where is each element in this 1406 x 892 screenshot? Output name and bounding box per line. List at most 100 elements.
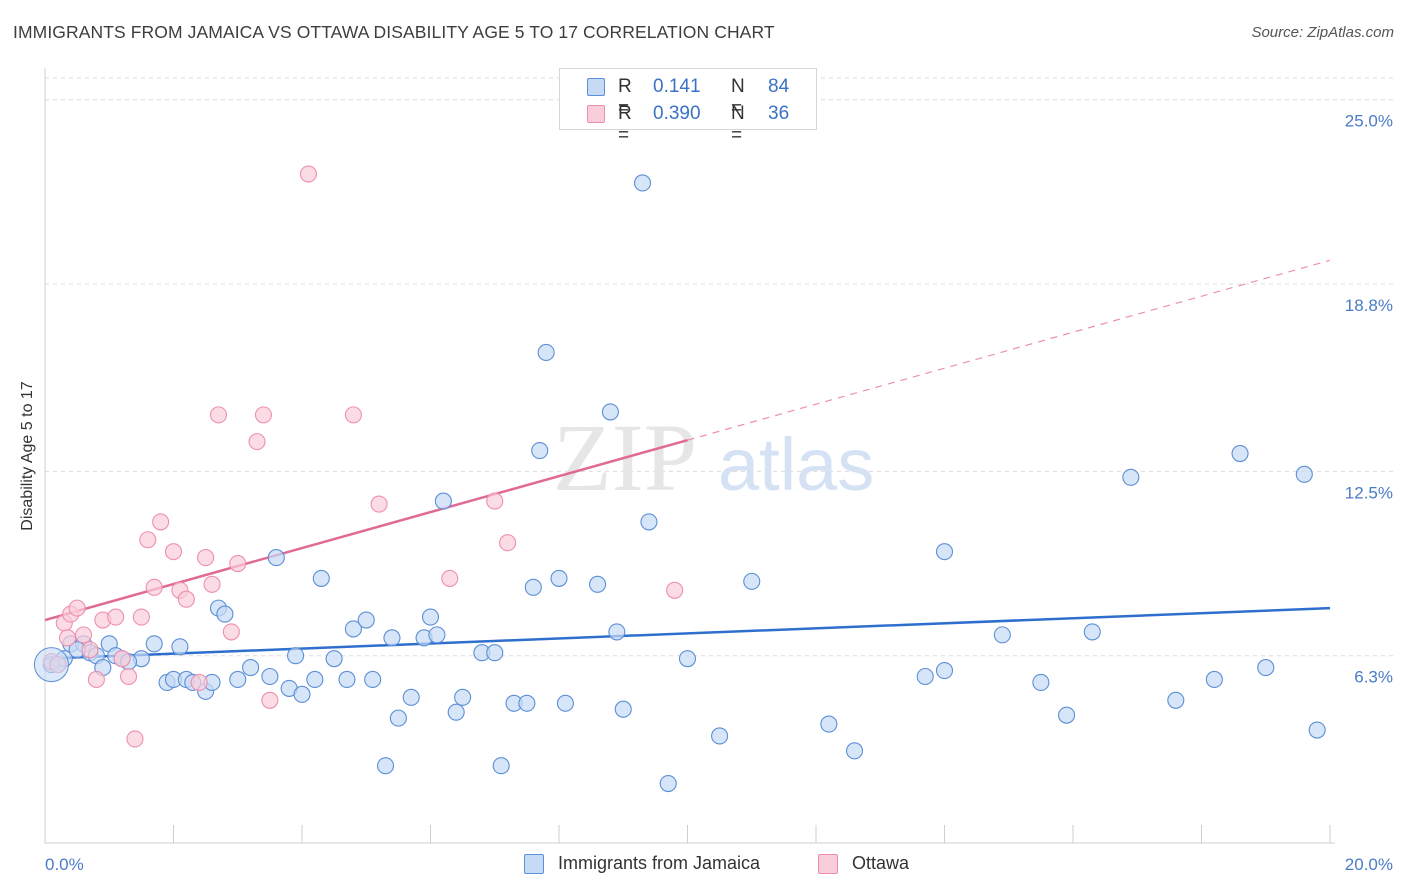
point-jamaica bbox=[1205, 670, 1223, 689]
legend-n-label: N = bbox=[731, 103, 745, 146]
point-jamaica bbox=[608, 623, 626, 641]
point-ottawa bbox=[229, 554, 247, 573]
legend-r-label: R = bbox=[618, 76, 632, 119]
point-ottawa bbox=[75, 626, 93, 644]
point-jamaica bbox=[338, 670, 356, 689]
point-ottawa bbox=[126, 730, 144, 748]
point-jamaica bbox=[1295, 465, 1313, 483]
legend-n-label: N = bbox=[731, 76, 745, 119]
point-jamaica bbox=[171, 638, 189, 656]
point-jamaica bbox=[640, 513, 658, 531]
point-jamaica bbox=[325, 650, 343, 668]
point-jamaica bbox=[486, 644, 504, 662]
point-jamaica bbox=[601, 403, 619, 421]
point-ottawa bbox=[177, 590, 195, 608]
point-jamaica bbox=[145, 635, 163, 653]
point-jamaica bbox=[492, 757, 510, 775]
point-jamaica bbox=[421, 608, 440, 626]
point-jamaica bbox=[633, 174, 652, 192]
point-ottawa bbox=[499, 534, 517, 552]
point-jamaica bbox=[1257, 659, 1275, 677]
point-ottawa bbox=[68, 599, 86, 617]
point-ottawa bbox=[132, 608, 150, 626]
legend-swatch-blue bbox=[524, 854, 544, 874]
legend-swatch-pink bbox=[587, 105, 605, 123]
point-jamaica bbox=[1122, 468, 1140, 486]
point-ottawa bbox=[299, 165, 317, 183]
point-ottawa bbox=[107, 608, 125, 626]
point-jamaica bbox=[434, 492, 452, 510]
trend-line-ottawa-extension bbox=[687, 259, 1331, 441]
point-ottawa bbox=[441, 569, 459, 587]
point-ottawa bbox=[209, 406, 228, 424]
point-jamaica bbox=[293, 685, 311, 703]
point-jamaica bbox=[216, 605, 234, 623]
point-ottawa bbox=[203, 575, 221, 593]
point-ottawa bbox=[248, 433, 266, 451]
trend-line-jamaica bbox=[44, 606, 1331, 660]
trend-line-ottawa bbox=[44, 438, 688, 622]
y-tick-label: 25.0% bbox=[1345, 112, 1393, 131]
point-ottawa bbox=[222, 623, 240, 641]
point-jamaica bbox=[678, 650, 697, 668]
point-jamaica bbox=[1032, 673, 1050, 692]
point-ottawa bbox=[58, 629, 77, 647]
point-ottawa bbox=[344, 406, 362, 424]
watermark: ZIP atlas bbox=[553, 404, 874, 511]
legend-swatch-pink bbox=[818, 854, 838, 874]
point-jamaica bbox=[1167, 691, 1185, 709]
point-ottawa bbox=[190, 673, 208, 692]
legend-n-value: 36 bbox=[768, 103, 790, 124]
point-jamaica bbox=[364, 670, 382, 689]
legend-swatch-blue bbox=[587, 78, 605, 96]
point-jamaica bbox=[743, 572, 761, 590]
point-jamaica bbox=[447, 703, 465, 721]
point-jamaica bbox=[537, 343, 555, 361]
point-jamaica bbox=[614, 700, 632, 718]
point-ottawa bbox=[254, 406, 273, 424]
legend-n-value: 84 bbox=[768, 76, 790, 97]
point-ottawa bbox=[152, 513, 170, 531]
point-ottawa bbox=[486, 492, 504, 510]
x-tick-label: 0.0% bbox=[45, 855, 84, 874]
axes bbox=[44, 68, 1335, 844]
point-jamaica bbox=[588, 575, 607, 593]
legend-r-value: 0.390 bbox=[653, 103, 701, 124]
point-ottawa bbox=[81, 641, 99, 659]
point-jamaica bbox=[389, 709, 407, 727]
y-tick-label: 18.8% bbox=[1345, 296, 1393, 315]
point-jamaica bbox=[993, 626, 1011, 644]
point-jamaica bbox=[306, 670, 324, 689]
point-jamaica bbox=[518, 694, 536, 712]
point-jamaica bbox=[916, 667, 934, 686]
tick-labels: 6.3% 12.5% 18.8% 25.0% 0.0% 20.0% bbox=[45, 112, 1393, 874]
data-points bbox=[33, 165, 1326, 793]
watermark-atlas: atlas bbox=[718, 423, 874, 506]
point-jamaica bbox=[845, 742, 864, 760]
point-jamaica bbox=[531, 442, 549, 460]
point-ottawa bbox=[87, 670, 105, 689]
point-ottawa bbox=[666, 581, 684, 599]
series-legend: Immigrants from Jamaica Ottawa bbox=[0, 852, 1406, 878]
point-jamaica bbox=[454, 688, 472, 706]
point-ottawa bbox=[139, 531, 157, 549]
y-tick-label: 6.3% bbox=[1354, 668, 1393, 687]
legend-label: Immigrants from Jamaica bbox=[558, 853, 761, 873]
point-jamaica bbox=[659, 774, 677, 793]
point-jamaica bbox=[261, 667, 279, 686]
point-jamaica bbox=[376, 757, 395, 775]
point-jamaica bbox=[267, 549, 285, 567]
gridlines bbox=[45, 77, 1395, 657]
point-ottawa bbox=[113, 650, 131, 668]
point-ottawa bbox=[261, 691, 279, 709]
point-jamaica bbox=[383, 629, 401, 647]
point-jamaica-cluster bbox=[33, 647, 69, 683]
correlation-legend: R = 0.141 N = 84 R = 0.390 N = 36 bbox=[559, 68, 817, 146]
point-ottawa bbox=[145, 578, 163, 596]
legend-r-label: R = bbox=[618, 103, 632, 146]
point-jamaica bbox=[229, 670, 247, 689]
point-jamaica bbox=[1058, 706, 1076, 724]
point-ottawa bbox=[370, 495, 388, 513]
point-ottawa bbox=[164, 543, 183, 561]
